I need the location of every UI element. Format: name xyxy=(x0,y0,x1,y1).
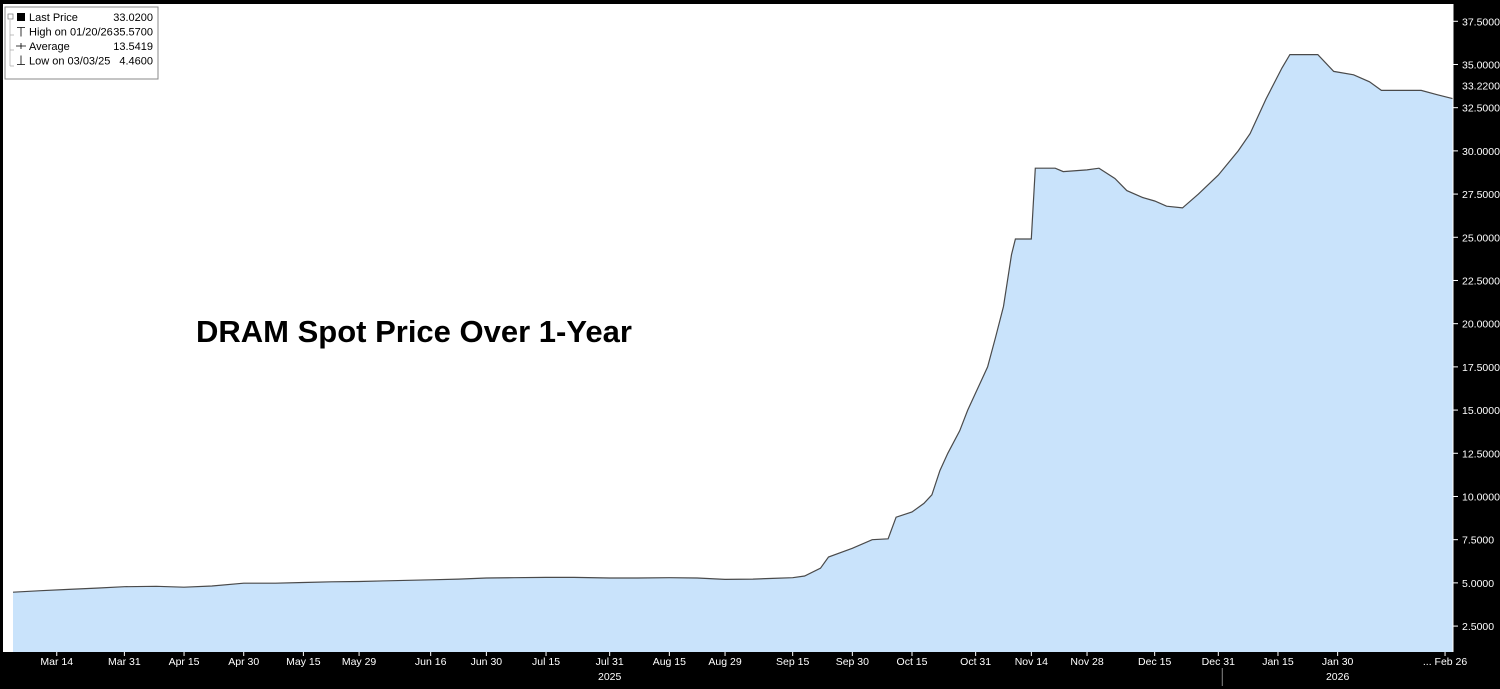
price-line xyxy=(12,54,1454,593)
legend-entry: Last Price 33.0200 xyxy=(17,12,153,24)
legend-tree-lines xyxy=(9,20,14,67)
x-year-label: 2025 xyxy=(598,671,622,683)
x-tick-label: Sep 30 xyxy=(836,656,869,668)
x-tick-label: Mar 31 xyxy=(108,656,141,668)
y-tick-label: 25.0000 xyxy=(1462,232,1500,244)
y-tick-label: 20.0000 xyxy=(1462,319,1500,331)
x-tick-label: Oct 31 xyxy=(960,656,991,668)
y-tick-label: 17.5000 xyxy=(1462,362,1500,374)
y-tick-label: 32.5000 xyxy=(1462,103,1500,115)
x-tick-label: Mar 14 xyxy=(40,656,73,668)
x-tick-label: Jan 15 xyxy=(1262,656,1294,668)
legend-box xyxy=(4,6,159,80)
y-tick-label: 22.5000 xyxy=(1462,275,1500,287)
legend-entry: Average 13.5419 xyxy=(16,41,153,53)
y-tick-label: 15.0000 xyxy=(1462,405,1500,417)
y-tick-label: 7.5000 xyxy=(1462,535,1494,547)
last-price-square-icon xyxy=(17,13,25,21)
y-tick-label: 10.0000 xyxy=(1462,491,1500,503)
y-tick-label: 12.5000 xyxy=(1462,448,1500,460)
legend-value: 4.4600 xyxy=(119,56,153,68)
y-axis: 2.5000 5.0000 7.5000 10.0000 12.5000 15.0000 1… xyxy=(1452,4,1500,652)
y-tick-label: 2.5000 xyxy=(1462,621,1494,633)
legend-value: 13.5419 xyxy=(113,41,153,53)
low-marker-icon xyxy=(17,55,25,65)
high-marker-icon xyxy=(17,27,25,37)
legend-entry: High on 01/20/26 35.5700 xyxy=(17,27,153,39)
legend-label: Average xyxy=(29,41,70,53)
price-area-fill xyxy=(13,54,1453,653)
legend-value: 35.5700 xyxy=(113,27,153,39)
price-series xyxy=(12,54,1454,653)
y-tick-label: 5.0000 xyxy=(1462,578,1494,590)
last-price-label: 33.2200 xyxy=(1462,81,1500,93)
y-tick-label: 37.5000 xyxy=(1462,16,1500,28)
y-tick-label: 35.0000 xyxy=(1462,59,1500,71)
x-tick-label: Oct 15 xyxy=(897,656,928,668)
x-tick-label: Jul 31 xyxy=(596,656,624,668)
x-tick-label: Nov 28 xyxy=(1070,656,1103,668)
average-marker-icon xyxy=(16,43,26,49)
x-tick-label: Aug 29 xyxy=(708,656,741,668)
x-tick-label: Aug 15 xyxy=(653,656,686,668)
x-tick-label: Jun 16 xyxy=(415,656,447,668)
legend-label: Last Price xyxy=(29,12,78,24)
x-tick-label: Nov 14 xyxy=(1015,656,1048,668)
x-tick-label: ... Feb 26 xyxy=(1423,656,1468,668)
chart-title: DRAM Spot Price Over 1-Year xyxy=(196,314,632,349)
y-tick-label: 27.5000 xyxy=(1462,189,1500,201)
legend-value: 33.0200 xyxy=(113,12,153,24)
x-axis: Mar 14 Mar 31 Apr 15 Apr 30 May 15 May 29 Jun … xyxy=(40,652,1467,686)
x-tick-label: Dec 15 xyxy=(1138,656,1171,668)
legend-entry: Low on 03/03/25 4.4600 xyxy=(17,55,153,68)
y-tick-label: 30.0000 xyxy=(1462,146,1500,158)
x-tick-label: Sep 15 xyxy=(776,656,809,668)
x-tick-label: Jul 15 xyxy=(532,656,560,668)
legend-label: High on 01/20/26 xyxy=(29,27,113,39)
x-tick-label: Jun 30 xyxy=(471,656,503,668)
x-tick-label: Jan 30 xyxy=(1322,656,1354,668)
legend-collapse-icon[interactable] xyxy=(7,13,14,20)
x-tick-label: Apr 15 xyxy=(169,656,200,668)
legend-label: Low on 03/03/25 xyxy=(29,56,110,68)
x-year-label: 2026 xyxy=(1326,671,1350,683)
last-price-tag xyxy=(1456,79,1500,92)
x-tick-label: Apr 30 xyxy=(228,656,259,668)
x-tick-label: May 29 xyxy=(342,656,377,668)
x-tick-label: May 15 xyxy=(286,656,321,668)
x-tick-label: Dec 31 xyxy=(1202,656,1235,668)
